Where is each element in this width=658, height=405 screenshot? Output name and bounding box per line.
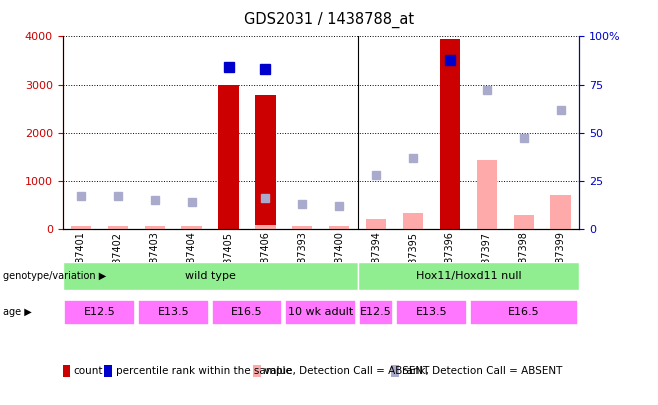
Text: 10 wk adult: 10 wk adult	[288, 307, 353, 317]
Bar	[71, 226, 91, 229]
Text: wild type: wild type	[185, 271, 236, 281]
Text: percentile rank within the sample: percentile rank within the sample	[116, 366, 291, 376]
Bar	[470, 300, 578, 325]
Bar	[396, 300, 467, 325]
Bar	[108, 226, 128, 229]
Text: E13.5: E13.5	[157, 307, 189, 317]
Bar	[292, 226, 313, 229]
Bar	[64, 300, 135, 325]
Bar	[358, 262, 579, 290]
Bar	[255, 225, 276, 229]
Text: genotype/variation ▶: genotype/variation ▶	[3, 271, 107, 281]
Bar	[403, 213, 423, 229]
Bar	[138, 300, 209, 325]
Text: E13.5: E13.5	[416, 307, 447, 317]
Text: E16.5: E16.5	[231, 307, 263, 317]
Bar	[218, 85, 239, 229]
Text: value, Detection Call = ABSENT: value, Detection Call = ABSENT	[265, 366, 430, 376]
Bar	[255, 95, 276, 229]
Bar	[329, 226, 349, 229]
Bar	[366, 219, 386, 229]
Bar	[551, 195, 570, 229]
Text: GDS2031 / 1438788_at: GDS2031 / 1438788_at	[244, 12, 414, 28]
Text: rank, Detection Call = ABSENT: rank, Detection Call = ABSENT	[402, 366, 562, 376]
Text: E12.5: E12.5	[360, 307, 392, 317]
Text: count: count	[74, 366, 103, 376]
Text: Hox11/Hoxd11 null: Hox11/Hoxd11 null	[416, 271, 521, 281]
Text: age ▶: age ▶	[3, 307, 32, 317]
Bar	[476, 160, 497, 229]
Bar	[63, 262, 358, 290]
Text: E16.5: E16.5	[508, 307, 540, 317]
Bar	[145, 226, 165, 229]
Bar	[513, 215, 534, 229]
Bar	[359, 300, 393, 325]
Bar	[440, 39, 460, 229]
Bar	[212, 300, 282, 325]
Text: E12.5: E12.5	[84, 307, 115, 317]
Bar	[286, 300, 356, 325]
Bar	[182, 226, 202, 229]
